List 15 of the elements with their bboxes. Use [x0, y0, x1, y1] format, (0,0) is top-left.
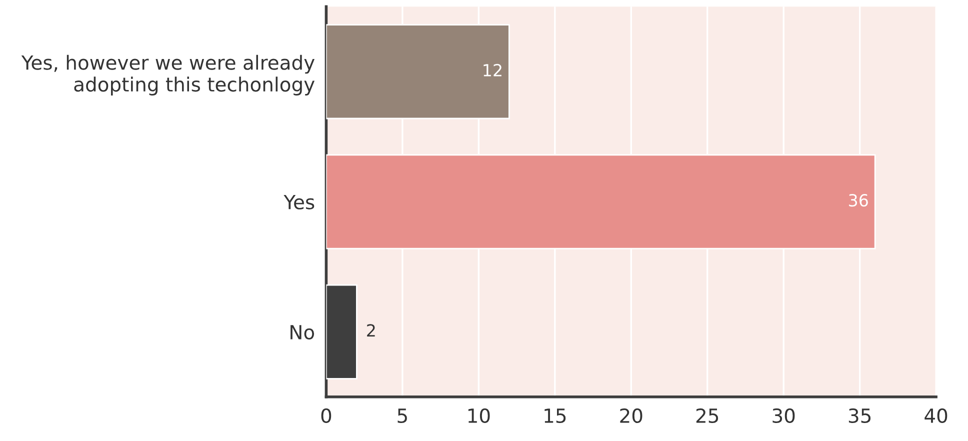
data-label: 12: [484, 64, 502, 76]
y-tick-label: No: [290, 325, 314, 340]
x-tick-label: 0: [321, 408, 332, 424]
data-label: 2: [367, 324, 375, 336]
x-tick-label: 30: [772, 408, 795, 424]
y-tick-label: Yes: [284, 194, 314, 210]
x-tick-label: 40: [924, 408, 948, 424]
x-tick-label: 20: [620, 408, 642, 424]
x-tick-label: 5: [398, 408, 407, 424]
x-tick-label: 15: [544, 408, 566, 424]
data-label: 36: [849, 194, 868, 207]
x-tick-label: 35: [848, 408, 870, 424]
x-tick-label: 25: [696, 408, 718, 424]
y-tick-label: Yes, however we were already adopting this techonlogy: [21, 54, 315, 96]
x-tick-label: 10: [468, 408, 490, 424]
